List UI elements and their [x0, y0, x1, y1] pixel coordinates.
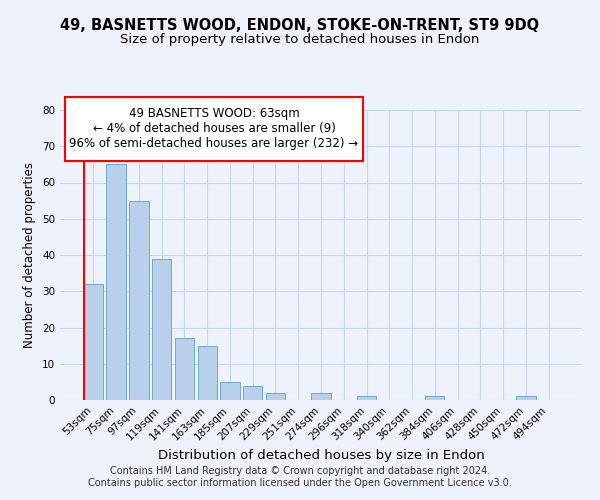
Y-axis label: Number of detached properties: Number of detached properties	[23, 162, 37, 348]
Bar	[152, 258, 172, 400]
Text: 49 BASNETTS WOOD: 63sqm
← 4% of detached houses are smaller (9)
96% of semi-deta: 49 BASNETTS WOOD: 63sqm ← 4% of detached…	[70, 108, 359, 150]
X-axis label: Distribution of detached houses by size in Endon: Distribution of detached houses by size …	[158, 448, 484, 462]
Bar	[243, 386, 262, 400]
FancyBboxPatch shape	[65, 97, 363, 161]
Bar	[311, 393, 331, 400]
Text: 49, BASNETTS WOOD, ENDON, STOKE-ON-TRENT, ST9 9DQ: 49, BASNETTS WOOD, ENDON, STOKE-ON-TRENT…	[61, 18, 539, 32]
Bar	[516, 396, 536, 400]
Bar	[197, 346, 217, 400]
Bar	[175, 338, 194, 400]
Bar	[129, 200, 149, 400]
Bar	[357, 396, 376, 400]
Bar	[425, 396, 445, 400]
Bar	[266, 393, 285, 400]
Bar	[106, 164, 126, 400]
Bar	[84, 284, 103, 400]
Text: Contains HM Land Registry data © Crown copyright and database right 2024.
Contai: Contains HM Land Registry data © Crown c…	[88, 466, 512, 487]
Text: Size of property relative to detached houses in Endon: Size of property relative to detached ho…	[121, 32, 479, 46]
Bar	[220, 382, 239, 400]
